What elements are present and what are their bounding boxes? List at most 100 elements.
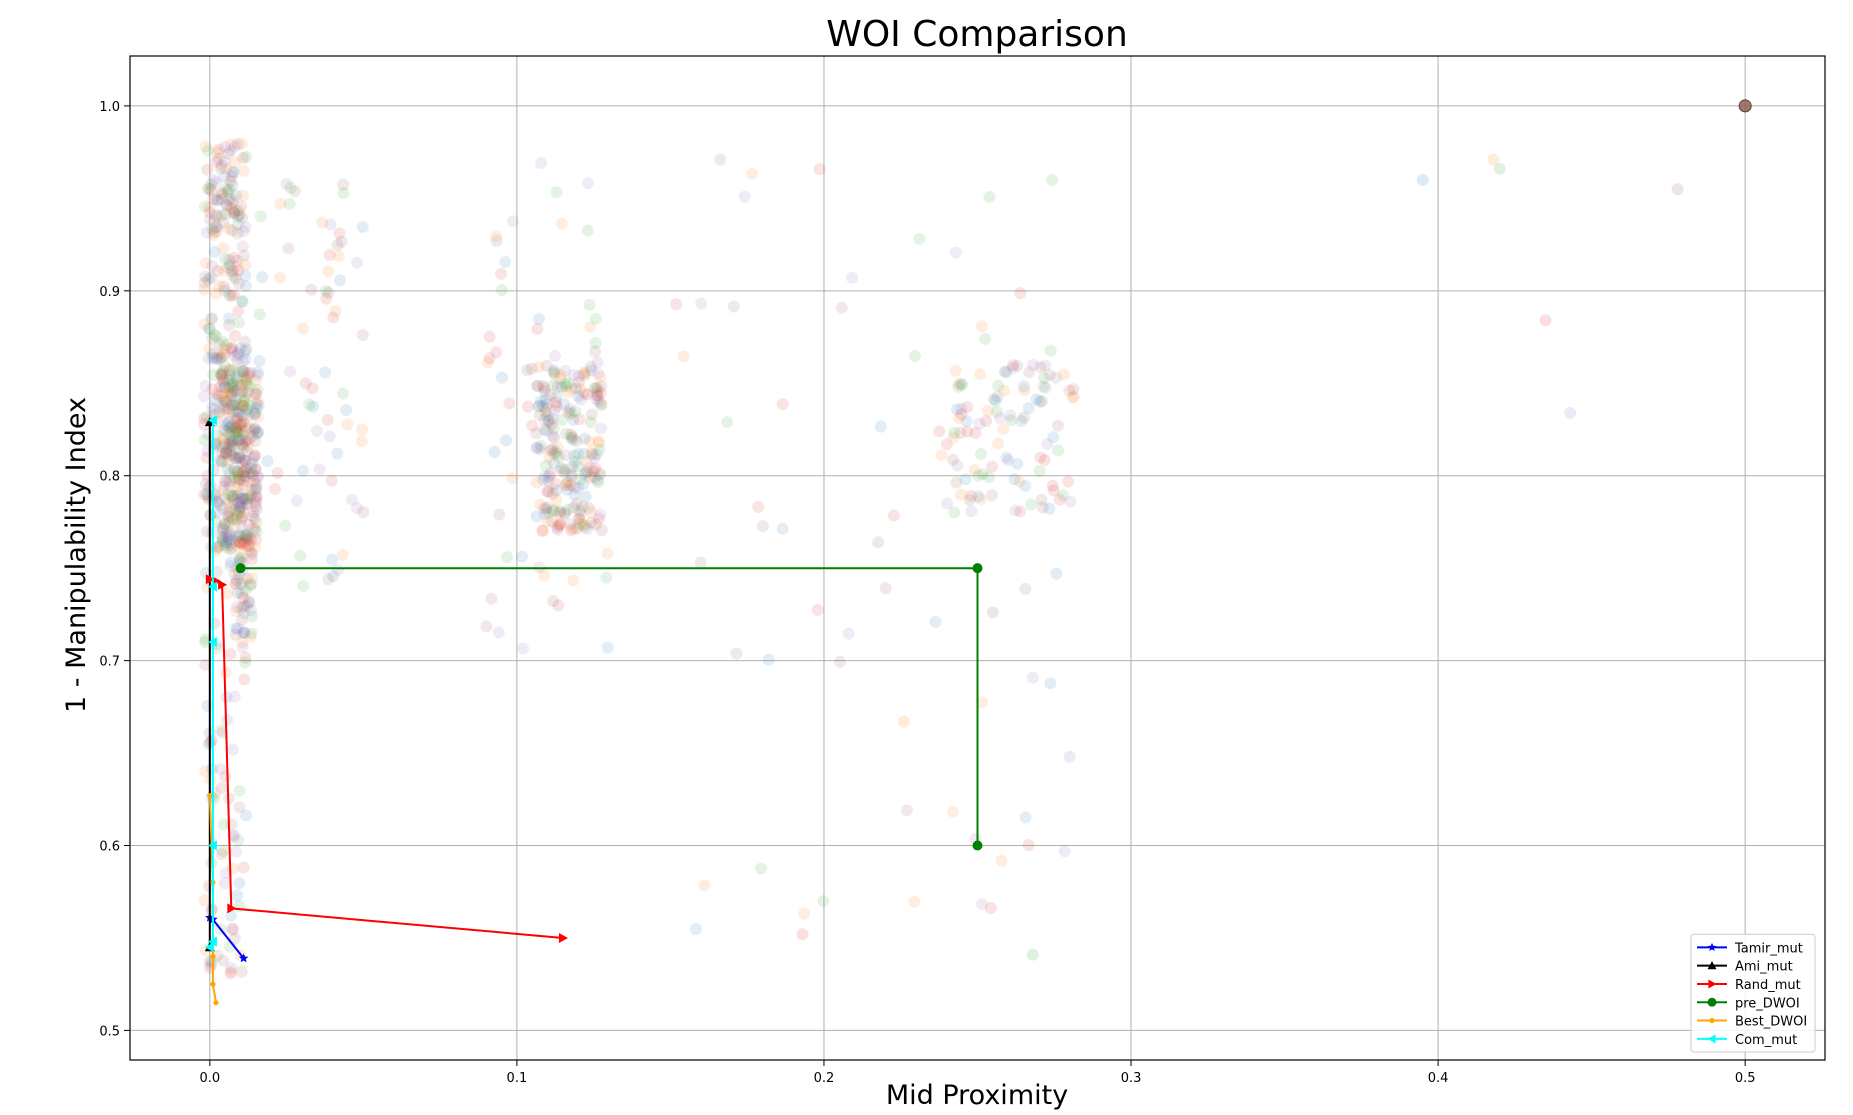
series-marker [207,792,213,799]
population-point [534,498,547,511]
population-point [591,389,604,402]
population-point [216,535,229,548]
population-point [560,479,573,492]
series-rand-mut [205,574,568,943]
population-point [223,479,236,492]
population-point [224,502,237,515]
population-point [585,364,598,377]
population-point [223,193,236,206]
population-point [1026,671,1039,684]
population-point [237,225,250,238]
series-marker [558,932,568,943]
population-point [229,406,242,419]
population-point [550,186,563,199]
population-point [569,405,582,418]
population-point [677,350,690,363]
population-point [240,445,253,458]
population-point [552,450,565,463]
series-marker [235,563,246,574]
population-point [224,259,237,272]
population-point [231,489,244,502]
population-point [222,183,235,196]
population-point [324,218,337,231]
series-marker [972,840,983,851]
population-point [952,380,965,393]
population-point [201,490,214,503]
population-point [1009,504,1022,517]
population-point [226,345,239,358]
population-point [230,254,243,267]
population-point [238,335,251,348]
population-point [235,433,248,446]
population-point [241,367,254,380]
population-point [216,188,229,201]
population-point [239,470,252,483]
population-point [296,464,309,477]
population-point [227,265,240,278]
population-point [225,290,238,303]
population-point [219,447,232,460]
population-point [579,366,592,379]
population-point [206,332,219,345]
population-point [1018,384,1031,397]
population-point [229,622,242,635]
population-point [561,483,574,496]
population-point [216,335,229,348]
population-point [955,377,968,390]
population-point [950,403,963,416]
population-point [1005,414,1018,427]
population-point [539,459,552,472]
population-point [225,381,238,394]
population-point [237,465,250,478]
population-point [552,599,565,612]
population-point [250,516,263,529]
population-point [554,504,567,517]
population-point [908,349,921,362]
population-point [948,426,961,439]
population-point [356,328,369,341]
population-point [261,455,274,468]
population-point [243,490,256,503]
population-point [516,642,529,655]
population-point [226,341,239,354]
population-point [590,448,603,461]
population-point [213,406,226,419]
population-point [235,521,248,534]
population-point [972,490,985,503]
population-point [546,515,559,528]
population-point [223,420,236,433]
population-point [583,461,596,474]
population-point [236,636,249,649]
ticks: 0.0 0.1 0.2 0.3 0.4 0.5 0.5 0.6 0.7 0.8 0.9 1.0 [99,100,1755,1086]
population-point [535,439,548,452]
population-point [215,369,228,382]
population-point [220,442,233,455]
population-point [215,723,228,736]
population-point [274,197,287,210]
population-point [225,439,238,452]
population-point [242,475,255,488]
population-point [218,877,231,890]
population-point [356,423,369,436]
population-point [231,378,244,391]
population-point [207,347,220,360]
legend-label: Ami_mut [1735,960,1793,975]
population-point [232,427,245,440]
population-point [239,651,252,664]
population-point [233,316,246,329]
population-point [1564,406,1577,419]
population-point [208,225,221,238]
population-point [233,502,246,515]
population-point [350,501,363,514]
population-point [834,655,847,668]
legend: Tamir_mut Ami_mut Rand_mut pre_DWOI Best_DWO… [1690,933,1816,1053]
population-point [595,524,608,537]
population-point [567,574,580,587]
population-point [299,377,312,390]
population-point [1034,361,1047,374]
population-point [230,451,243,464]
population-point [240,533,253,546]
population-point [549,477,562,490]
population-point [210,330,223,343]
legend-item: Rand_mut [1697,978,1801,993]
